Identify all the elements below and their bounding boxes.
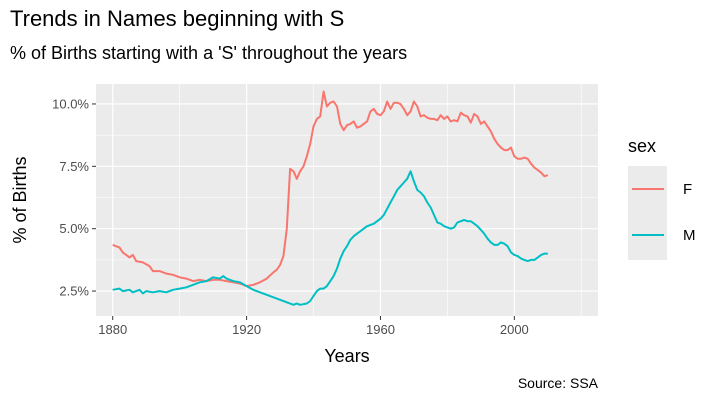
y-tick-label: 5.0%	[59, 221, 89, 236]
x-tick-label: 2000	[500, 322, 529, 337]
y-tick-label: 2.5%	[59, 284, 89, 299]
x-tick-label: 1920	[232, 322, 261, 337]
legend-title: sex	[628, 136, 657, 156]
x-tick-label: 1880	[98, 322, 127, 337]
plot-panel	[96, 84, 598, 316]
series-line-M	[112, 170, 548, 306]
chart-title: Trends in Names beginning with S	[10, 6, 345, 31]
legend-label-F: F	[683, 181, 692, 198]
y-tick-label: 10.0%	[52, 96, 89, 111]
legend-box	[628, 166, 667, 260]
y-axis-ticks: 2.5% 5.0% 7.5% 10.0%	[52, 96, 96, 299]
x-axis-ticks: 1880 1920 1960 2000	[98, 316, 529, 337]
legend-label-M: M	[683, 227, 696, 244]
y-axis-label: % of Births	[10, 156, 30, 243]
chart-subtitle: % of Births starting with a 'S' througho…	[10, 43, 408, 63]
series-line-F	[112, 90, 549, 288]
major-gridlines	[96, 84, 598, 316]
chart-caption: Source: SSA	[517, 375, 598, 391]
series-lines	[112, 90, 549, 306]
x-tick-label: 1960	[366, 322, 395, 337]
y-tick-label: 7.5%	[59, 159, 89, 174]
legend-keys: FM	[632, 181, 696, 244]
x-axis-label: Years	[324, 346, 369, 366]
